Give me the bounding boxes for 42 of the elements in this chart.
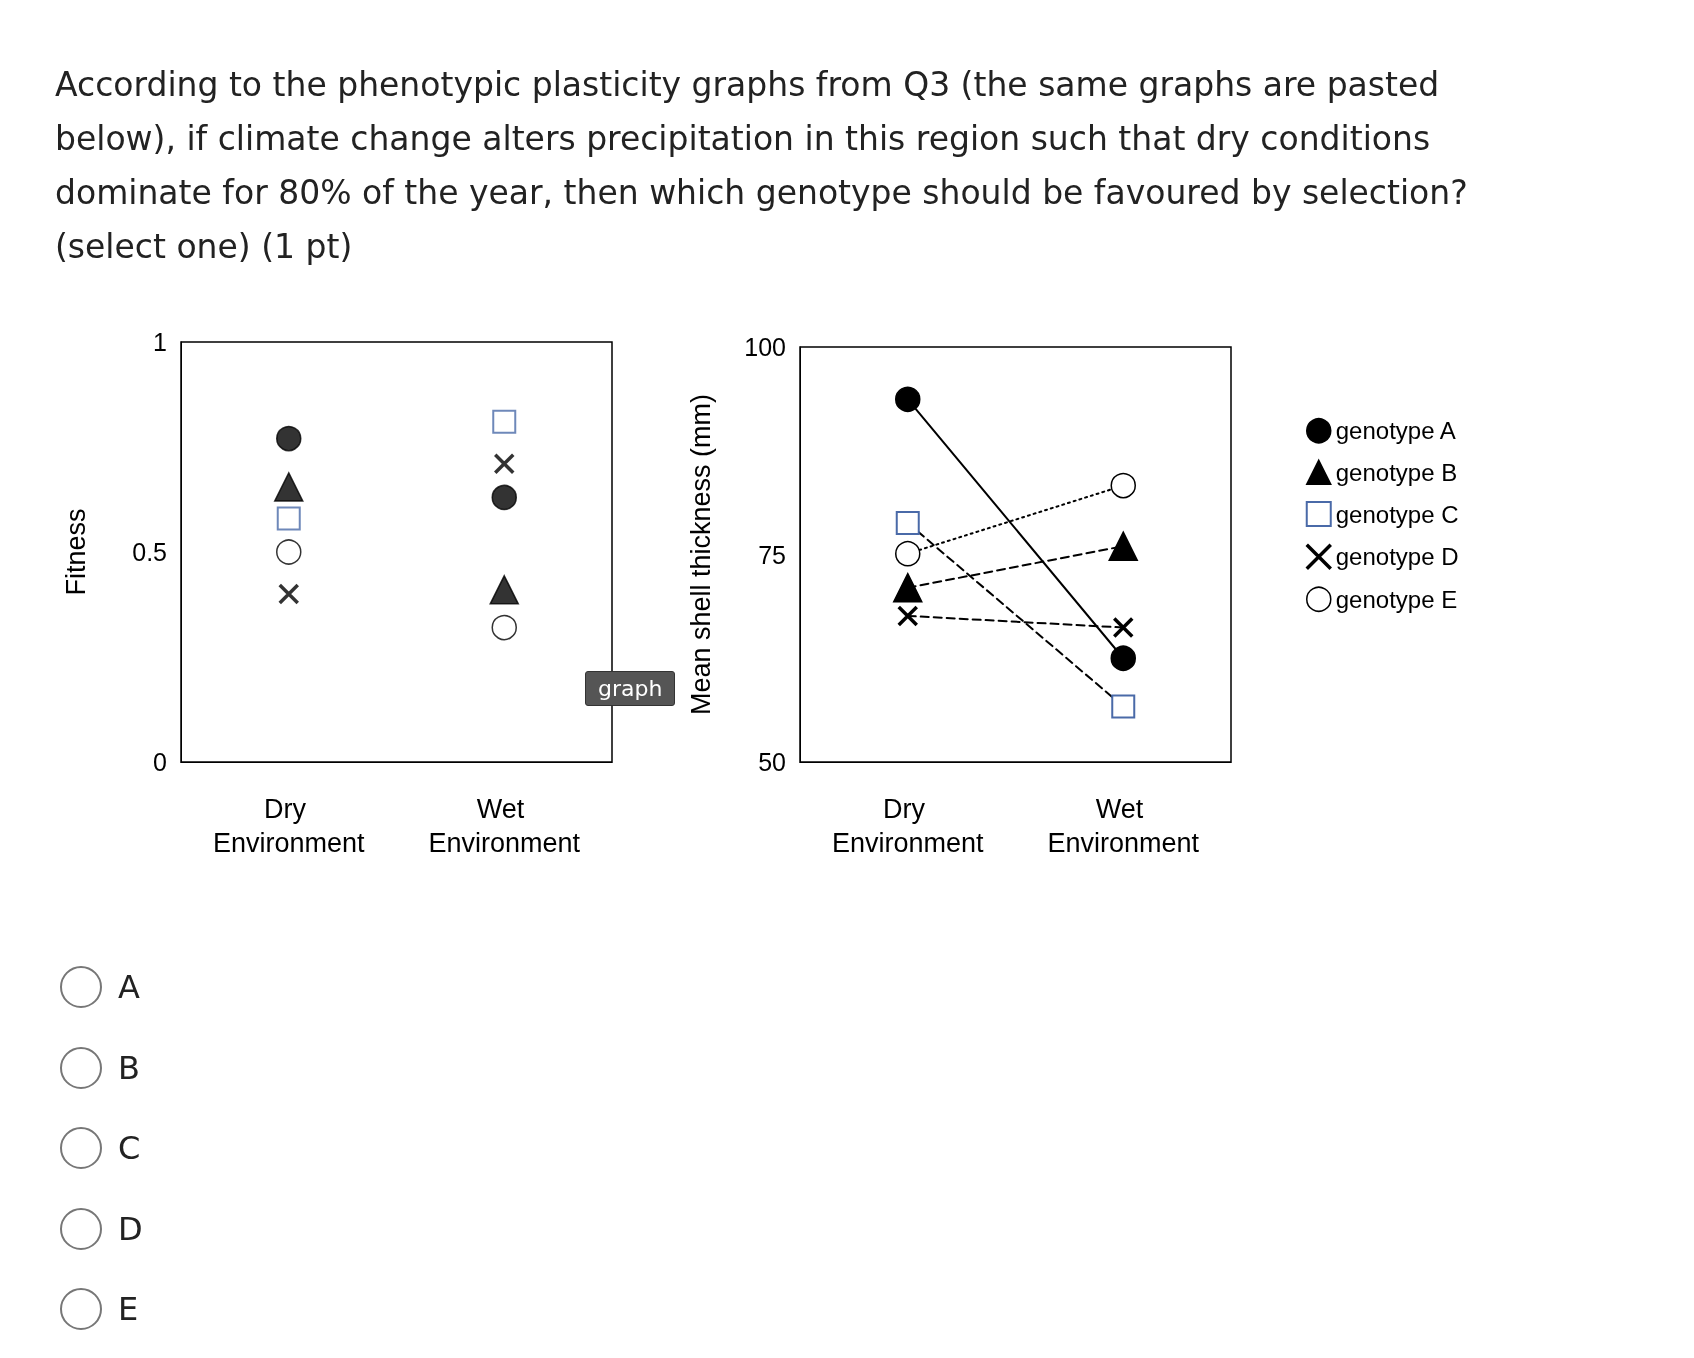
y-axis-title: Fitness [61, 508, 91, 596]
point [274, 472, 304, 502]
legend-label: genotype B [1335, 458, 1458, 486]
y-tick-label: 75 [758, 540, 786, 569]
point [895, 540, 921, 567]
x-tick-label: Wet Environment [1047, 794, 1200, 858]
point [489, 575, 519, 605]
text: B [118, 1048, 140, 1087]
point [895, 386, 921, 413]
legend-label: genotype D [1335, 543, 1459, 571]
point [278, 583, 300, 605]
point [491, 614, 517, 641]
annotation: graph [585, 671, 676, 706]
legend-label: genotype E [1335, 585, 1458, 613]
text: A [118, 968, 140, 1006]
x-tick-label: Dry Environment [831, 794, 985, 858]
point [276, 506, 301, 531]
text: D [118, 1209, 143, 1248]
text: C [118, 1129, 141, 1167]
point [895, 510, 920, 535]
y-tick-label: 100 [744, 333, 786, 361]
point [1110, 472, 1136, 499]
x-tick-label: Dry Environment [212, 794, 366, 858]
y-tick-label: 50 [758, 748, 786, 776]
y-tick-label: 1 [153, 328, 167, 356]
y-tick-label: 0 [153, 748, 167, 776]
point [1112, 616, 1134, 639]
legend-label: genotype C [1335, 500, 1459, 528]
point [276, 425, 302, 452]
y-axis-title: Mean shell thickness (mm) [686, 393, 716, 716]
point [1110, 645, 1136, 671]
text: According to the phenotypic plasticity graphs from Q3 (the same graphs are pasted below), if climate change alters precipitation in this region such that dry conditions dominate for 80% of the year, then which genotype should be favoured by selection? (select one) (1 pt) [55, 64, 1469, 268]
point [1111, 694, 1136, 719]
point [897, 605, 919, 627]
y-tick-label: 0.5 [132, 538, 167, 566]
point [493, 453, 515, 475]
text: E [118, 1290, 139, 1328]
x-tick-label: Wet Environment [428, 794, 581, 858]
point [491, 484, 517, 511]
point [492, 409, 517, 434]
point [276, 539, 302, 565]
legend-label: genotype A [1335, 417, 1456, 445]
